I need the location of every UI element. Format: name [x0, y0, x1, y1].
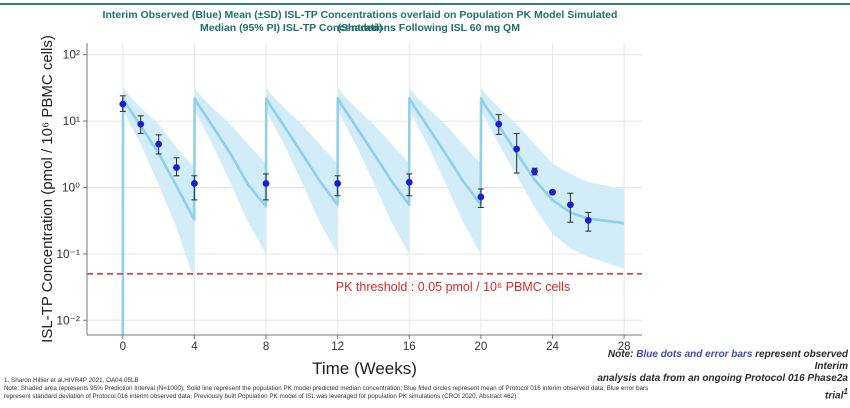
- observed-point: [191, 175, 198, 201]
- note-prefix: Note:: [607, 349, 637, 360]
- x-tick-label: 0: [120, 341, 126, 353]
- median-line: [121, 97, 625, 335]
- x-tick-label: 24: [546, 341, 559, 353]
- observed-point: [155, 134, 163, 155]
- observed-dot: [549, 188, 556, 196]
- observed-dot: [155, 140, 163, 148]
- x-tick-label: 8: [263, 341, 269, 353]
- y-tick-label: 10⁻²: [56, 313, 80, 327]
- y-tick-label: 10⁰: [62, 180, 80, 194]
- observed-point: [477, 188, 485, 208]
- chart-title-line-1: Interim Observed (Blue) Mean (±SD) ISL-T…: [102, 9, 618, 34]
- observed-dot: [513, 145, 521, 153]
- y-axis-title: ISL-TP Concentration (pmol / 10⁶ PBMC ce…: [39, 35, 56, 343]
- prediction-interval-band: [122, 87, 625, 335]
- footnote-reference: 1. Sharon Hillier et al,HIVR4P 2021, OA0…: [4, 377, 139, 384]
- observed-point: [531, 167, 538, 176]
- footnote-note-line-2: represent standard deviation of Protocol…: [4, 393, 517, 400]
- observed-point: [513, 133, 521, 174]
- chart-title-line-2: Median (95% PI) ISL-TP Concentrations Fo…: [200, 22, 520, 34]
- observed-dot: [566, 201, 574, 209]
- y-tick-label: 10⁻¹: [56, 247, 80, 261]
- observed-dot: [495, 120, 503, 128]
- observed-point: [566, 192, 574, 223]
- observed-point: [584, 211, 592, 232]
- x-tick-label: 16: [403, 341, 416, 353]
- observed-data-note: Note: Blue dots and error bars represent…: [590, 349, 848, 402]
- plot-layer: [121, 87, 625, 335]
- x-tick-label: 20: [474, 341, 487, 353]
- observed-dot: [405, 178, 413, 186]
- observed-point: [119, 95, 127, 112]
- observed-dot: [477, 193, 485, 201]
- y-tick-label: 10¹: [63, 114, 80, 128]
- observed-dot: [584, 216, 592, 224]
- x-tick-label: 12: [331, 341, 344, 353]
- observed-point: [334, 175, 342, 197]
- observed-dot: [173, 164, 180, 171]
- observed-dot: [191, 180, 198, 187]
- note-line-2: analysis data from an ongoing Protocol 0…: [597, 373, 848, 402]
- x-tick-label: 28: [618, 341, 631, 353]
- top-rule: [0, 3, 850, 5]
- observed-dot: [137, 120, 145, 128]
- note-rest-line-1: represent observed Interim: [752, 349, 848, 372]
- note-superscript: 1: [843, 386, 848, 396]
- observed-point: [495, 114, 503, 135]
- footnote-note-line-1: Note: Shaded area represents 95% Predict…: [4, 385, 649, 392]
- observed-dot: [119, 100, 127, 108]
- note-highlight: Blue dots and error bars: [636, 349, 753, 360]
- observed-point: [173, 157, 180, 177]
- observed-point: [262, 173, 270, 201]
- observed-point: [549, 188, 556, 196]
- observed-dot: [262, 180, 270, 187]
- observed-point: [405, 173, 413, 197]
- pk-threshold-label: PK threshold : 0.05 pmol / 10⁶ PBMC cell…: [336, 280, 570, 294]
- observed-dot: [531, 167, 538, 175]
- observed-point: [137, 115, 145, 135]
- x-axis-title: Time (Weeks): [312, 359, 417, 378]
- y-tick-label: 10²: [63, 48, 80, 62]
- x-tick-label: 4: [191, 341, 198, 353]
- observed-dot: [334, 180, 342, 187]
